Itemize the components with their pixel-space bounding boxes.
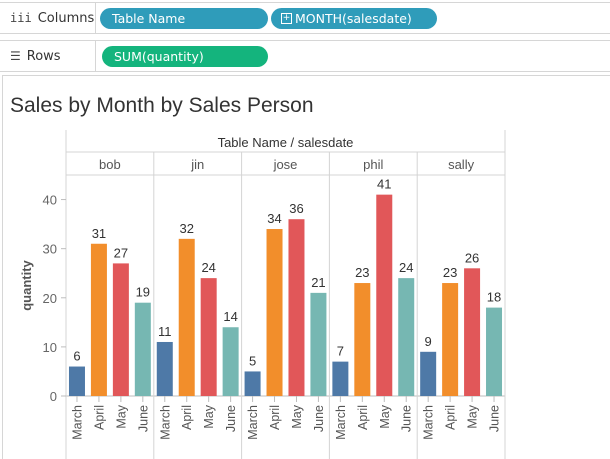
y-tick-label: 10 — [43, 340, 57, 355]
bar-phil-march — [332, 361, 349, 396]
bar-bob-june — [134, 302, 151, 396]
data-label: 24 — [201, 260, 215, 275]
bar-jin-april — [178, 238, 195, 396]
x-tick-label-april: April — [92, 405, 106, 430]
y-tick-label: 30 — [43, 242, 57, 257]
x-tick-label-march: March — [334, 405, 348, 440]
data-label: 11 — [158, 324, 172, 339]
y-tick-label: 0 — [50, 389, 57, 404]
data-label: 41 — [377, 177, 391, 192]
data-label: 18 — [487, 290, 501, 305]
data-label: 36 — [289, 201, 303, 216]
columns-label: Columns — [37, 10, 95, 26]
columns-shelf-label: iii Columns — [0, 3, 96, 33]
y-axis-label: quantity — [19, 259, 34, 310]
x-tick-label-march: March — [422, 405, 436, 440]
bar-phil-april — [354, 283, 371, 396]
bar-jin-june — [222, 327, 239, 396]
rows-icon: ☰ — [10, 49, 21, 63]
data-label: 7 — [337, 344, 344, 359]
bar-jose-june — [310, 292, 327, 396]
data-label: 21 — [311, 275, 325, 290]
data-label: 23 — [355, 265, 369, 280]
data-label: 26 — [465, 250, 479, 265]
pane-header-jose: jose — [273, 157, 298, 172]
bar-bob-may — [112, 263, 129, 396]
rows-shelf: ☰ Rows SUM(quantity) — [0, 40, 610, 72]
data-label: 34 — [267, 211, 281, 226]
x-tick-label-june: June — [312, 405, 326, 432]
y-tick-label: 20 — [43, 291, 57, 306]
data-label: 32 — [179, 221, 193, 236]
column-header-title: Table Name / salesdate — [218, 135, 354, 150]
x-tick-label-may: May — [466, 404, 480, 428]
x-tick-label-may: May — [378, 404, 392, 428]
bar-phil-may — [376, 194, 393, 396]
x-tick-label-june: June — [136, 405, 150, 432]
bar-jin-may — [200, 278, 217, 396]
bar-jose-march — [244, 371, 261, 396]
bar-sally-march — [420, 351, 437, 396]
x-tick-label-june: June — [488, 405, 502, 432]
table-name-pill[interactable]: Table Name — [100, 8, 268, 29]
bar-jose-may — [288, 219, 305, 396]
bar-phil-june — [398, 278, 415, 396]
columns-icon: iii — [10, 11, 32, 25]
data-label: 27 — [114, 245, 128, 260]
view-area — [2, 75, 610, 459]
x-tick-label-june: June — [224, 405, 238, 432]
data-label: 23 — [443, 265, 457, 280]
pane-header-jin: jin — [190, 157, 204, 172]
month-salesdate-pill[interactable]: + MONTH(salesdate) — [271, 8, 437, 29]
x-tick-label-may: May — [114, 404, 128, 428]
bar-jin-march — [156, 341, 173, 396]
bar-jose-april — [266, 229, 283, 396]
x-tick-label-may: May — [202, 404, 216, 428]
x-tick-label-june: June — [400, 405, 414, 432]
sum-quantity-pill[interactable]: SUM(quantity) — [102, 46, 268, 67]
data-label: 19 — [136, 285, 150, 300]
rows-shelf-label: ☰ Rows — [0, 41, 96, 71]
pane-header-sally: sally — [448, 157, 475, 172]
x-tick-label-april: April — [180, 405, 194, 430]
data-label: 14 — [223, 309, 237, 324]
y-tick-label: 40 — [43, 193, 57, 208]
data-label: 9 — [425, 334, 432, 349]
bar-sally-april — [442, 283, 459, 396]
x-tick-label-april: April — [356, 405, 370, 430]
bar-bob-april — [90, 243, 107, 396]
pane-header-bob: bob — [99, 157, 121, 172]
data-label: 5 — [249, 353, 256, 368]
data-label: 24 — [399, 260, 413, 275]
pane-header-phil: phil — [363, 157, 383, 172]
expand-plus-icon[interactable]: + — [281, 13, 292, 24]
data-label: 6 — [73, 349, 80, 364]
bar-sally-may — [464, 268, 481, 396]
rows-label: Rows — [26, 48, 61, 64]
data-label: 31 — [92, 226, 106, 241]
sheet-title: Sales by Month by Sales Person — [10, 94, 314, 117]
x-tick-label-march: March — [246, 405, 260, 440]
x-tick-label-may: May — [290, 404, 304, 428]
bar-bob-march — [68, 366, 85, 396]
x-tick-label-april: April — [444, 405, 458, 430]
columns-shelf: iii Columns Table Name + MONTH(salesdate… — [0, 2, 610, 34]
bar-sally-june — [486, 307, 503, 396]
x-tick-label-april: April — [268, 405, 282, 430]
x-tick-label-march: March — [158, 405, 172, 440]
x-tick-label-march: March — [70, 405, 84, 440]
